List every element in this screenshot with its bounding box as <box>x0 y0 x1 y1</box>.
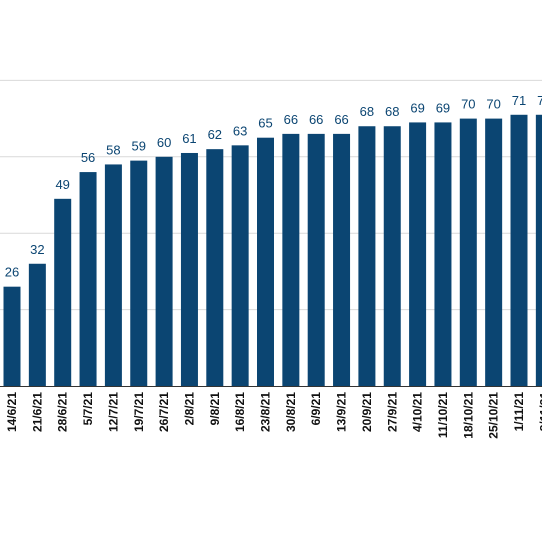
x-tick-label: 21/6/21 <box>30 392 44 432</box>
data-label: 62 <box>208 127 222 142</box>
bar <box>104 164 122 386</box>
data-label: 32 <box>30 242 44 257</box>
bars <box>3 114 542 387</box>
value-labels: 26 32 49 56 58 59 60 61 62 63 65 66 66 66 68 68 69 69 70 70… <box>5 93 542 280</box>
data-label: 70 <box>486 97 500 112</box>
x-tick-label: 19/7/21 <box>132 392 146 432</box>
bar <box>535 114 542 386</box>
x-tick-label: 23/8/21 <box>259 392 273 432</box>
data-label: 59 <box>132 139 146 154</box>
data-label: 56 <box>81 150 95 165</box>
bar <box>130 160 148 386</box>
x-tick-label: 4/10/21 <box>411 392 425 432</box>
bar <box>459 118 477 386</box>
x-tick-label: 20/9/21 <box>360 392 374 432</box>
data-label: 69 <box>436 100 450 115</box>
bar <box>307 133 325 386</box>
x-tick-label: 14/6/21 <box>5 392 19 432</box>
x-tick-labels: 14/6/21 21/6/21 28/6/21 5/7/21 12/7/21 19/7/2… <box>5 392 542 439</box>
bar <box>28 263 46 386</box>
data-label: 63 <box>233 123 247 138</box>
bar <box>206 149 224 386</box>
data-label: 66 <box>309 112 323 127</box>
x-tick-label: 26/7/21 <box>157 392 171 432</box>
x-tick-label: 28/6/21 <box>56 392 70 432</box>
data-label: 71 <box>512 93 526 108</box>
x-tick-label: 1/11/21 <box>512 392 526 432</box>
bar <box>79 172 97 386</box>
x-tick-label: 25/10/21 <box>487 392 501 439</box>
bar <box>180 152 198 386</box>
bar <box>510 114 528 386</box>
x-tick-label: 13/9/21 <box>335 392 349 432</box>
data-label: 71 <box>537 93 542 108</box>
bar <box>485 118 503 386</box>
bar <box>155 156 173 386</box>
bar <box>282 133 300 386</box>
bar <box>257 137 274 386</box>
bar <box>231 145 249 386</box>
x-tick-label: 27/9/21 <box>385 392 399 432</box>
data-label: 60 <box>157 135 171 150</box>
x-tick-label: 11/10/21 <box>436 392 450 438</box>
bar <box>358 126 376 387</box>
data-label: 66 <box>334 112 348 127</box>
data-label: 65 <box>258 116 272 131</box>
bar <box>3 286 21 386</box>
x-tick-label: 9/8/21 <box>208 392 222 426</box>
x-tick-label: 16/8/21 <box>233 392 247 432</box>
x-tick-label: 5/7/21 <box>81 392 95 426</box>
data-label: 66 <box>284 112 298 127</box>
data-label: 26 <box>5 265 19 280</box>
data-label: 70 <box>461 97 475 112</box>
x-tick-label: 18/10/21 <box>461 392 475 439</box>
bar <box>383 126 401 387</box>
x-tick-label: 6/9/21 <box>309 392 323 426</box>
x-tick-label: 2/8/21 <box>182 392 196 426</box>
x-tick-label: 30/8/21 <box>284 392 298 432</box>
data-label: 49 <box>55 177 69 192</box>
x-tick-label: 12/7/21 <box>106 392 120 432</box>
data-label: 58 <box>106 142 120 157</box>
bar <box>54 198 72 386</box>
data-label: 61 <box>182 131 196 146</box>
data-label: 69 <box>410 100 424 115</box>
data-label: 68 <box>385 104 399 119</box>
data-label: 68 <box>360 104 374 119</box>
bar <box>333 133 351 386</box>
x-tick-label: 8/11/21 <box>537 392 542 432</box>
bar <box>409 122 427 387</box>
bar <box>434 122 452 387</box>
